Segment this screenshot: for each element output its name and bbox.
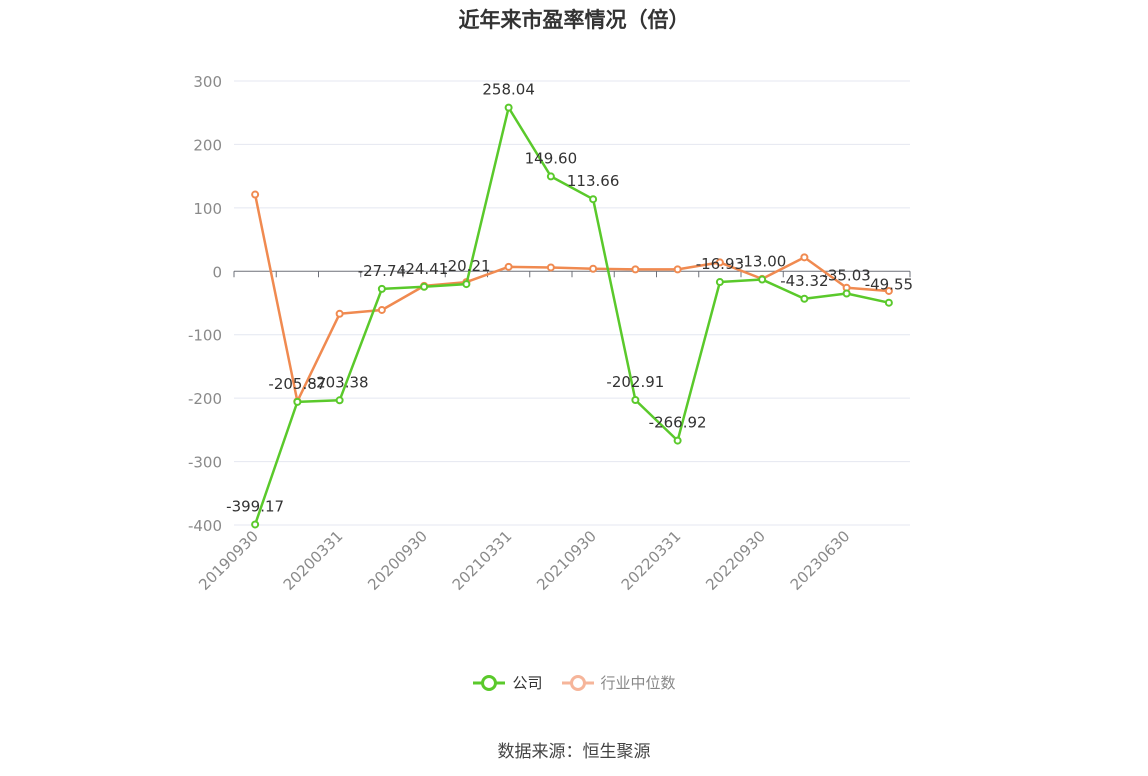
data-label: -20.21 (442, 257, 490, 275)
data-label: 149.60 (525, 149, 578, 167)
legend-marker-company-icon (473, 674, 506, 691)
data-point (251, 190, 260, 199)
x-tick-label: 20210930 (533, 527, 600, 594)
data-point (462, 280, 471, 289)
legend-marker-industry-icon (561, 674, 594, 691)
data-label: -13.00 (738, 253, 786, 271)
data-label: -27.74 (358, 262, 406, 280)
x-tick-label: 20220331 (618, 527, 685, 594)
data-point (251, 520, 260, 529)
series-line-1 (253, 194, 889, 403)
data-label: -399.17 (226, 497, 284, 515)
legend-item-company[interactable]: 公司 (472, 672, 543, 693)
data-point (335, 396, 344, 405)
data-label: -35.03 (822, 267, 870, 285)
data-point (546, 263, 555, 272)
x-tick-label: 20190930 (195, 527, 262, 594)
y-tick-label: -400 (188, 517, 222, 535)
data-label: 113.66 (567, 172, 620, 190)
data-label: -16.93 (696, 255, 744, 273)
data-label: -43.32 (780, 272, 828, 290)
data-point (800, 253, 809, 262)
y-tick-label: -100 (188, 327, 222, 345)
data-label: -203.38 (311, 373, 369, 391)
series-line-0 (253, 106, 890, 525)
data-point (377, 284, 386, 293)
data-label: -266.92 (649, 414, 707, 432)
data-point (420, 282, 429, 291)
data-label: 258.04 (482, 81, 535, 99)
data-point (715, 278, 724, 287)
data-point (293, 397, 302, 406)
data-label: -24.41 (400, 260, 448, 278)
data-point (504, 262, 513, 271)
data-point (546, 172, 555, 181)
data-point (631, 395, 640, 404)
x-tick-label: 20200331 (280, 527, 347, 594)
series-layer (251, 103, 893, 529)
source-note: 数据来源：恒生聚源 (497, 742, 651, 762)
data-label-layer: -399.17 -205.87-203.38 -27.74-24.41-20.21 2… (226, 81, 913, 516)
data-point (589, 195, 598, 204)
y-tick-label: -200 (188, 390, 222, 408)
data-point (673, 265, 682, 274)
data-point (589, 264, 598, 273)
data-point (884, 298, 893, 307)
y-tick-label: 0 (212, 263, 222, 281)
y-tick-label: 200 (193, 136, 222, 154)
y-tick-label: 100 (193, 200, 222, 218)
data-point (335, 309, 344, 318)
data-point (884, 286, 893, 295)
legend-item-industry[interactable]: 行业中位数 (561, 672, 676, 693)
data-point (800, 294, 809, 303)
data-point (758, 275, 767, 284)
data-point (673, 436, 682, 445)
chart-title: 近年来市盈率情况（倍） (458, 8, 690, 32)
data-label: -205.87 (268, 375, 326, 393)
x-tick-label: 20230630 (787, 527, 854, 594)
legend-label-company: 公司 (512, 674, 543, 692)
data-point (715, 258, 724, 267)
legend-label-industry: 行业中位数 (600, 674, 676, 692)
data-label: -49.55 (865, 276, 913, 294)
x-tick-label: 20200930 (364, 527, 431, 594)
legend: 公司 行业中位数 (0, 672, 1148, 693)
grid-layer (234, 80, 910, 526)
data-point (504, 103, 513, 112)
x-tick-label: 20210331 (449, 527, 516, 594)
data-point (377, 305, 386, 314)
x-tick-label: 20220930 (702, 527, 769, 594)
data-label: -202.91 (606, 373, 664, 391)
data-point (842, 289, 851, 298)
y-tick-label: -300 (188, 454, 222, 472)
data-point (631, 265, 640, 274)
y-tick-label: 300 (193, 73, 222, 91)
